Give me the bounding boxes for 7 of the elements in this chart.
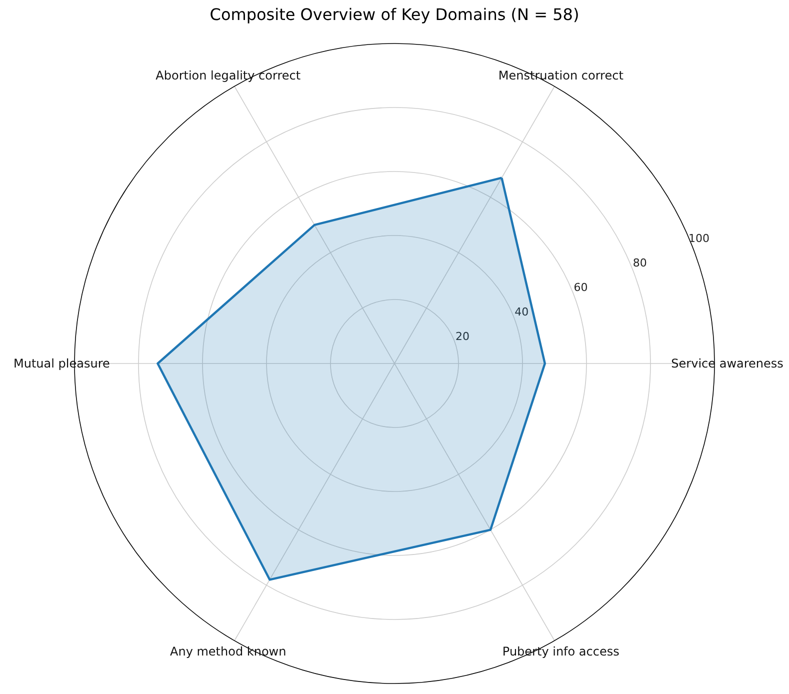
y-tick-label: 20 <box>456 330 470 343</box>
y-tick-label: 60 <box>574 280 588 294</box>
spoke-label: Abortion legality correct <box>156 68 301 82</box>
y-tick-label: 80 <box>632 256 647 270</box>
y-tick-label: 100 <box>688 232 710 245</box>
chart-title: Composite Overview of Key Domains (N = 58) <box>210 5 580 24</box>
y-tick-label: 40 <box>514 305 529 318</box>
